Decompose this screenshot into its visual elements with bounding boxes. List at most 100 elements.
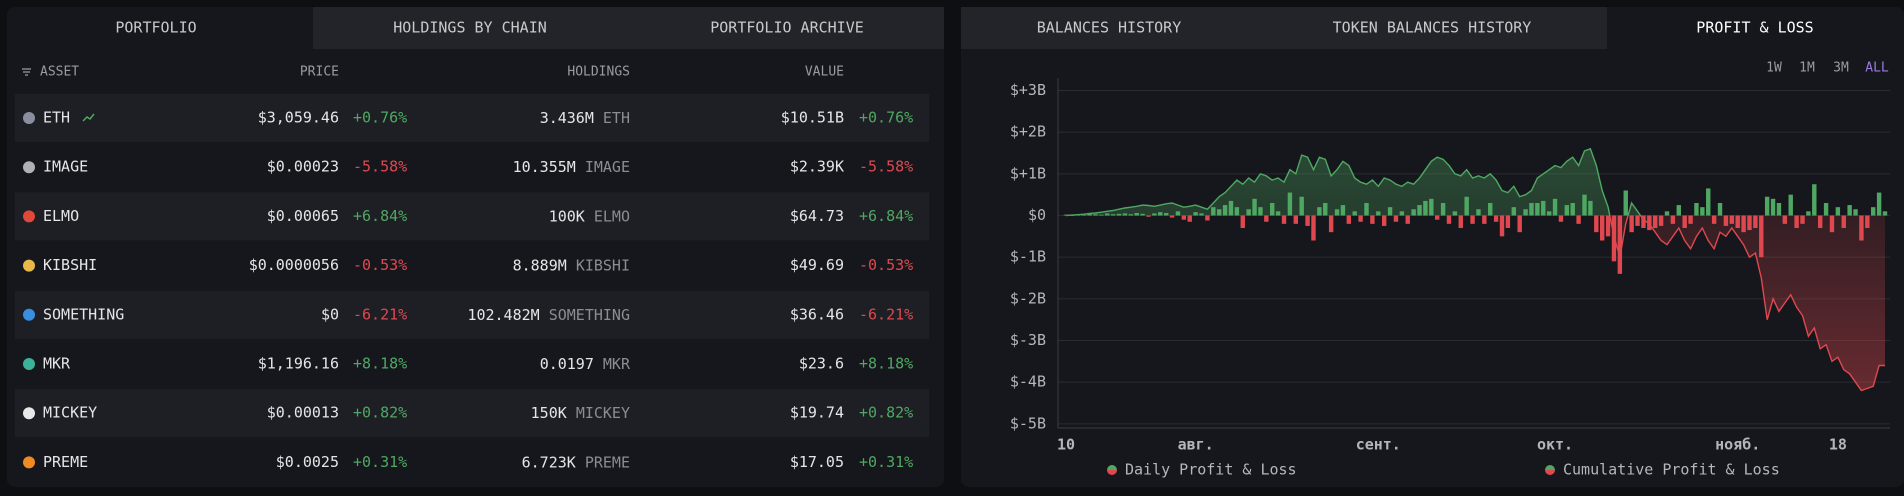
bar [1776,203,1782,216]
tab[interactable]: TOKEN BALANCES HISTORY [1333,19,1532,37]
bar [1264,215,1269,222]
bar [1882,211,1888,216]
row-bg [15,290,929,339]
x-tick-label: нояб. [1715,436,1760,454]
asset-icon [23,407,35,420]
legend-swatch [1107,470,1117,475]
value: $23.6 [799,355,844,373]
bar [1458,215,1463,228]
price: $0.0000056 [249,256,339,274]
bar [1470,215,1475,224]
holdings: 150K MICKEY [531,404,630,422]
bar [1370,215,1375,224]
column-header[interactable]: VALUE [805,65,844,80]
bar [1381,215,1387,226]
price-change: +0.76% [353,109,407,127]
tab[interactable]: PROFIT & LOSS [1696,19,1813,37]
legend-swatch [1545,470,1555,475]
bar [1181,215,1187,220]
y-tick-label: $-1B [1010,248,1046,266]
legend-label[interactable]: Cumulative Profit & Loss [1563,461,1780,479]
bar [1358,215,1363,222]
price-change: +8.18% [353,355,407,373]
price-change: -5.58% [353,158,407,176]
column-header[interactable]: PRICE [300,65,339,80]
row-bg [15,94,929,142]
asset-name: ELMO [43,207,79,225]
holdings-symbol: SOMETHING [549,305,630,323]
y-tick-label: $+3B [1010,81,1046,99]
legend-label[interactable]: Daily Profit & Loss [1125,461,1297,479]
holdings-symbol: MKR [603,355,631,373]
price: $0.00065 [267,207,339,225]
column-header[interactable]: HOLDINGS [567,65,630,80]
x-tick-label: 18 [1829,436,1847,454]
x-tick-label: сент. [1356,436,1401,454]
line-negative [1066,215,1885,392]
tab[interactable]: BALANCES HISTORY [1037,19,1182,37]
price-change: -0.53% [353,256,407,274]
holdings-symbol: PREME [585,453,630,471]
asset-name: MICKEY [43,404,97,422]
tab-bg [313,7,944,49]
price: $3,059.46 [258,109,339,127]
bar [1505,215,1511,228]
asset-icon [23,210,35,223]
holdings: 100K ELMO [549,207,630,225]
holdings-symbol: IMAGE [585,158,630,176]
price-change: +0.82% [353,404,407,422]
bar [1558,215,1564,222]
asset-icon [23,259,35,272]
value: $64.73 [790,207,844,225]
bar [1599,215,1605,241]
bar [1305,215,1310,226]
bar [1328,215,1334,233]
y-tick-label: $+1B [1010,164,1046,182]
range-button[interactable]: 3M [1833,61,1849,76]
bar [1594,215,1599,233]
range-button[interactable]: ALL [1865,61,1889,76]
holdings: 6.723K PREME [522,453,630,471]
holdings: 8.889M KIBSHI [513,256,630,274]
bar [1835,207,1841,216]
asset-name: IMAGE [43,158,88,176]
history-panel [961,7,1904,487]
row-bg [15,389,929,438]
bar [1664,211,1670,216]
price-change: +0.31% [353,453,407,471]
range-button[interactable]: 1W [1766,61,1782,76]
bar [1823,203,1829,216]
bar [1446,215,1452,224]
holdings-amount: 10.355M [513,158,576,176]
holdings: 0.0197 MKR [540,355,631,373]
filter-icon[interactable] [22,68,31,76]
legend-swatch [1545,465,1555,470]
bar [1853,209,1858,216]
tab[interactable]: HOLDINGS BY CHAIN [393,19,547,37]
asset-name: ETH [43,109,70,127]
bar [1311,215,1316,241]
bar [1700,207,1705,216]
price: $0.0025 [276,453,339,471]
bar [1676,205,1681,216]
bar [1629,215,1634,233]
asset-icon [23,112,35,124]
asset-name: KIBSHI [43,256,97,274]
bar [1770,198,1776,216]
tab[interactable]: PORTFOLIO [115,19,196,37]
bar [1517,215,1522,233]
bar [1635,215,1640,226]
range-button[interactable]: 1M [1799,61,1815,76]
tab[interactable]: PORTFOLIO ARCHIVE [710,19,864,37]
row-bg [15,192,929,241]
price: $1,196.16 [258,355,339,373]
value-change: +6.84% [859,207,913,225]
holdings-amount: 3.436M [540,109,594,127]
holdings-amount: 8.889M [513,256,567,274]
bar [1623,190,1628,216]
value: $19.74 [790,404,844,422]
value-change: +0.76% [859,109,913,127]
column-header[interactable]: ASSET [40,65,79,80]
price: $0.00013 [267,404,339,422]
bar [1871,207,1876,216]
